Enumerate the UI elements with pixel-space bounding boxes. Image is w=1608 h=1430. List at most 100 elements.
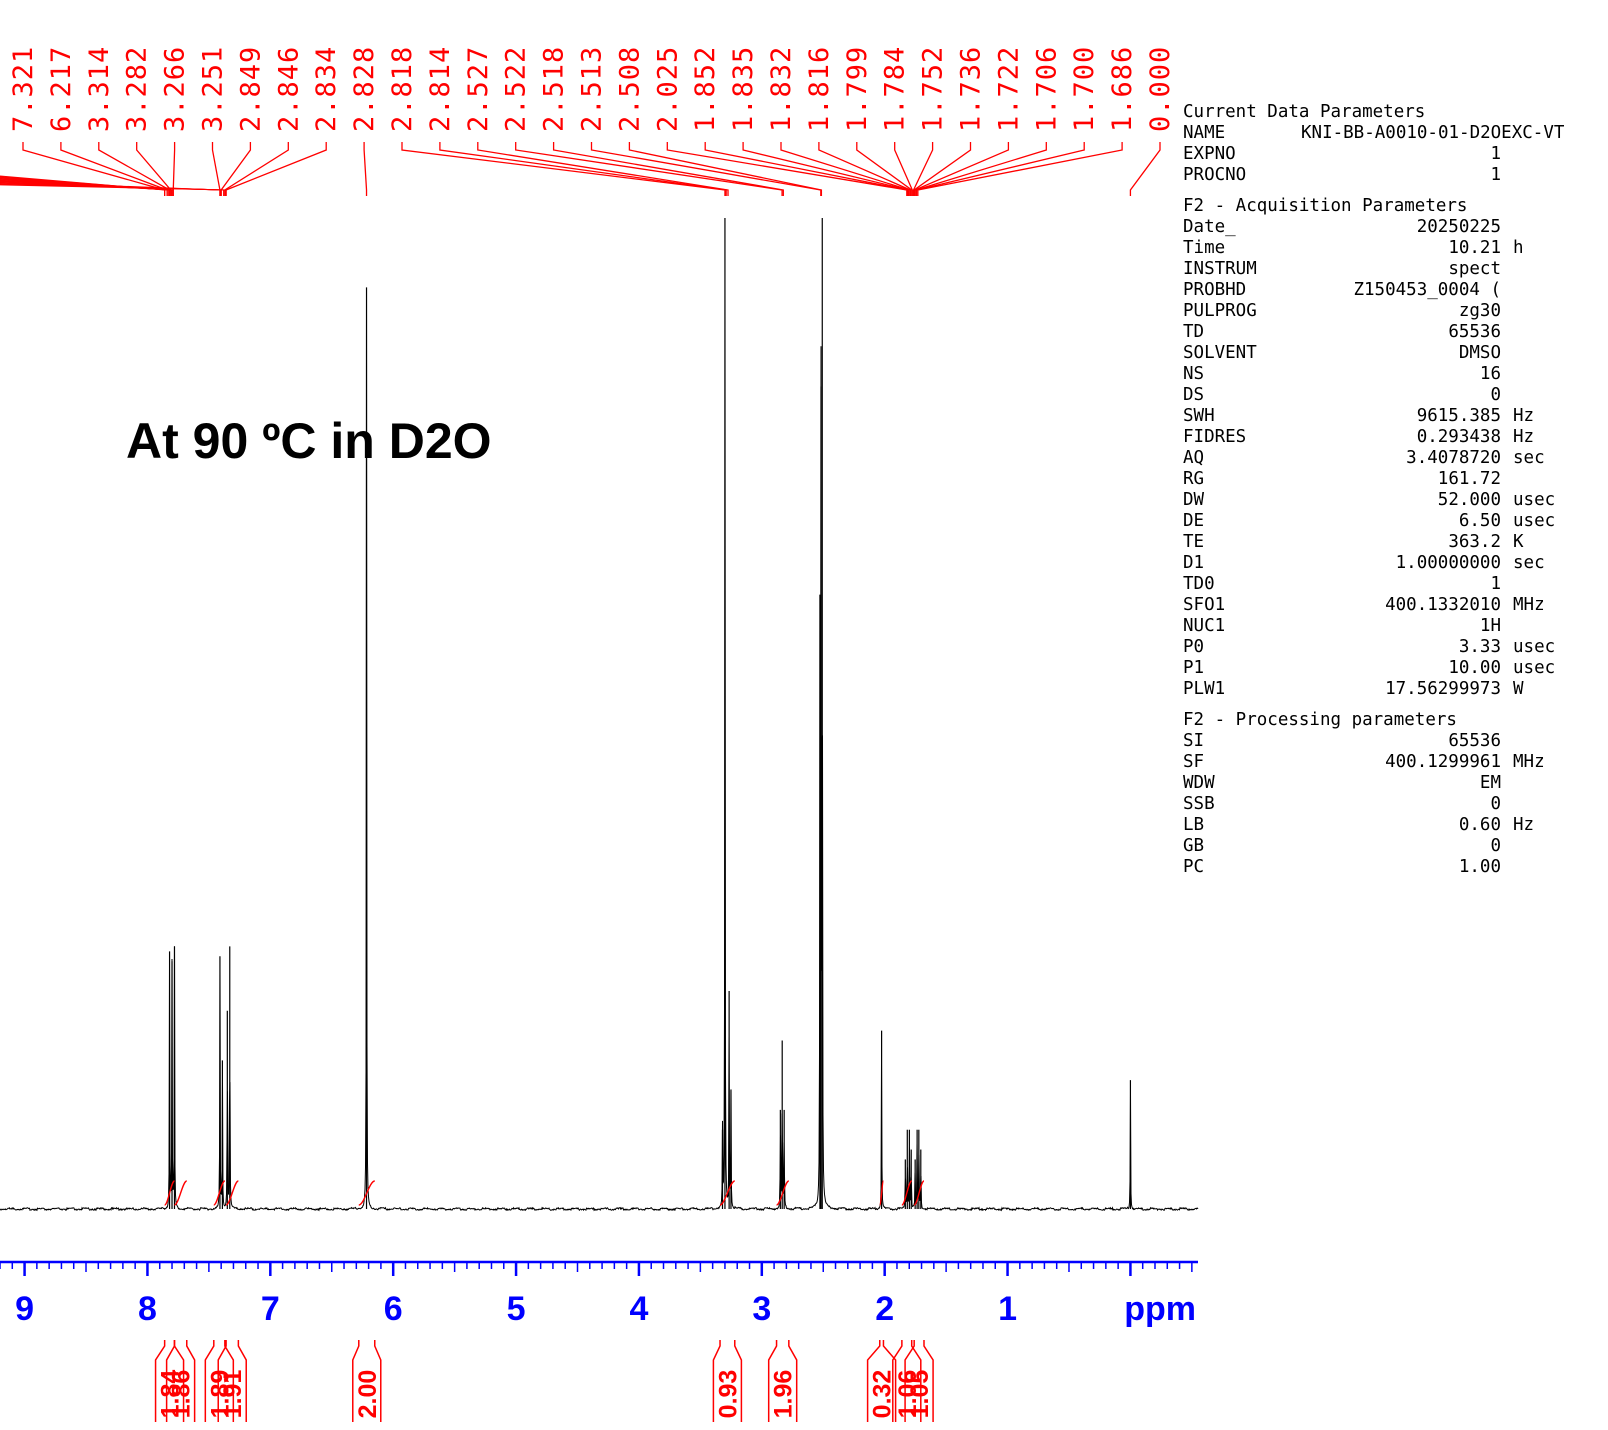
param-row: SI 65536: [1183, 731, 1555, 752]
peak-leader-5: [211, 142, 221, 196]
param-value: 0: [1490, 794, 1501, 814]
param-row: P0 3.33 usec: [1183, 637, 1555, 658]
param-unit: usec: [1513, 658, 1556, 678]
param-value: 17.56299973: [1385, 679, 1501, 699]
spectrum-trace-group: [0, 218, 1199, 1212]
param-unit: W: [1513, 679, 1524, 699]
param-row: DE 6.50 usec: [1183, 511, 1555, 532]
spectrum-line: [0, 276, 1199, 1212]
x-tick-label-2: 2: [875, 1290, 894, 1328]
peak-label-18: 1.852: [690, 46, 721, 132]
param-row: RG 161.72: [1183, 469, 1555, 490]
peak-leader-6: [220, 142, 252, 196]
param-key: EXPNO: [1183, 144, 1236, 164]
peak-label-group: 7.321 6.217 3.314 3.282 3.266 3.251 2.849 2.846…: [8, 46, 1176, 132]
peak-label-24: 1.752: [918, 46, 949, 132]
param-value: 52.000: [1437, 490, 1501, 510]
peak-leader-8: [225, 142, 327, 196]
peak-label-30: 0.000: [1145, 46, 1176, 132]
param-row: SWH 9615.385 Hz: [1183, 406, 1555, 427]
x-tick-label-5: 5: [507, 1290, 526, 1328]
acquisition-parameters-panel: Current Data Parameters NAME KNI-BB-A0010-…: [1183, 102, 1565, 878]
peak-leader-14: [552, 142, 784, 196]
param-unit: [1501, 794, 1513, 815]
param-key: PROCNO: [1183, 165, 1247, 185]
param-unit: [1501, 731, 1513, 752]
param-key: PC: [1183, 857, 1205, 877]
param-key: RG: [1183, 469, 1205, 489]
param-key: PROBHD: [1183, 280, 1247, 300]
peak-label-25: 1.736: [956, 46, 987, 132]
param-key: NAME: [1183, 123, 1226, 143]
param-key: DW: [1183, 490, 1205, 510]
param-row: Date_ 20250225: [1183, 217, 1555, 238]
peak-leader-20: [780, 142, 910, 196]
integral-bracket-right-5: [734, 1340, 743, 1422]
peak-label-20: 1.832: [766, 46, 797, 132]
param-value: KNI-BB-A0010-01-D2OEXC-VT: [1301, 123, 1565, 143]
param-key: P1: [1183, 658, 1205, 678]
integral-bracket-right-4: [374, 1340, 382, 1422]
param-key: GB: [1183, 836, 1205, 856]
param-row: EXPNO 1: [1183, 144, 1555, 165]
peak-leader-21: [818, 142, 912, 196]
param-row: WDW EM: [1183, 773, 1555, 794]
peak-leader-9: [363, 142, 368, 196]
param-row: SF 400.1299961 MHz: [1183, 752, 1555, 773]
param-unit: [1501, 343, 1513, 364]
integral-bracket-right-7: [882, 1340, 897, 1422]
param-value: 65536: [1448, 731, 1501, 751]
param-unit: [1501, 385, 1513, 406]
integral-curve-0: [163, 1180, 176, 1206]
param-value: 1H: [1479, 616, 1501, 636]
param-unit: [1501, 301, 1513, 322]
param-row: PROCNO 1: [1183, 165, 1555, 186]
param-row: GB 0: [1183, 836, 1555, 857]
param-unit: [1501, 259, 1513, 280]
param-row: TD0 1: [1183, 574, 1555, 595]
x-axis-unit-label: ppm: [1124, 1290, 1196, 1328]
integral-value-7: 0.32: [869, 1370, 897, 1419]
param-unit: [1501, 574, 1513, 595]
integral-bracket-left-0: [154, 1340, 166, 1422]
param-section-gap: [1183, 186, 1555, 196]
param-value: 1: [1490, 574, 1501, 594]
param-unit: Hz: [1513, 427, 1535, 447]
param-value: 1.00000000: [1395, 553, 1501, 573]
integral-bracket-right-2: [224, 1340, 235, 1422]
x-tick-label-6: 6: [384, 1290, 403, 1328]
param-row: D1 1.00000000 sec: [1183, 553, 1555, 574]
param-unit: sec: [1513, 553, 1545, 573]
param-unit: MHz: [1513, 752, 1545, 772]
param-unit: [1501, 773, 1513, 794]
param-row: NUC1 1H: [1183, 616, 1555, 637]
param-key: DE: [1183, 511, 1205, 531]
param-unit: [1501, 364, 1513, 385]
param-unit: [1501, 280, 1513, 301]
param-key: TD: [1183, 322, 1205, 342]
peak-label-26: 1.722: [993, 46, 1024, 132]
param-key: PULPROG: [1183, 301, 1257, 321]
integral-bracket-left-2: [204, 1340, 215, 1422]
peak-leader-12: [477, 142, 729, 196]
param-section-title: F2 - Acquisition Parameters: [1183, 196, 1468, 216]
peak-label-28: 1.700: [1069, 46, 1100, 132]
param-key: FIDRES: [1183, 427, 1247, 447]
param-row: PLW1 17.56299973 W: [1183, 679, 1555, 700]
peak-label-11: 2.814: [425, 46, 456, 132]
param-value: 400.1332010: [1385, 595, 1501, 615]
peak-leader-lines: [0, 142, 1161, 196]
param-value: 10.00: [1448, 658, 1501, 678]
integral-bracket-left-7: [866, 1340, 881, 1422]
peak-label-1: 6.217: [46, 46, 77, 132]
peak-label-7: 2.846: [273, 46, 304, 132]
param-value: zg30: [1458, 301, 1501, 321]
param-unit: [1501, 836, 1513, 857]
spectrum-annotation: At 90 ºC in D2O: [126, 413, 492, 469]
param-key: NS: [1183, 364, 1205, 384]
x-tick-label-9: 9: [15, 1290, 34, 1328]
integral-bracket-left-8: [892, 1340, 903, 1422]
param-row: Time 10.21 h: [1183, 238, 1555, 259]
integral-curve-2: [213, 1180, 226, 1206]
